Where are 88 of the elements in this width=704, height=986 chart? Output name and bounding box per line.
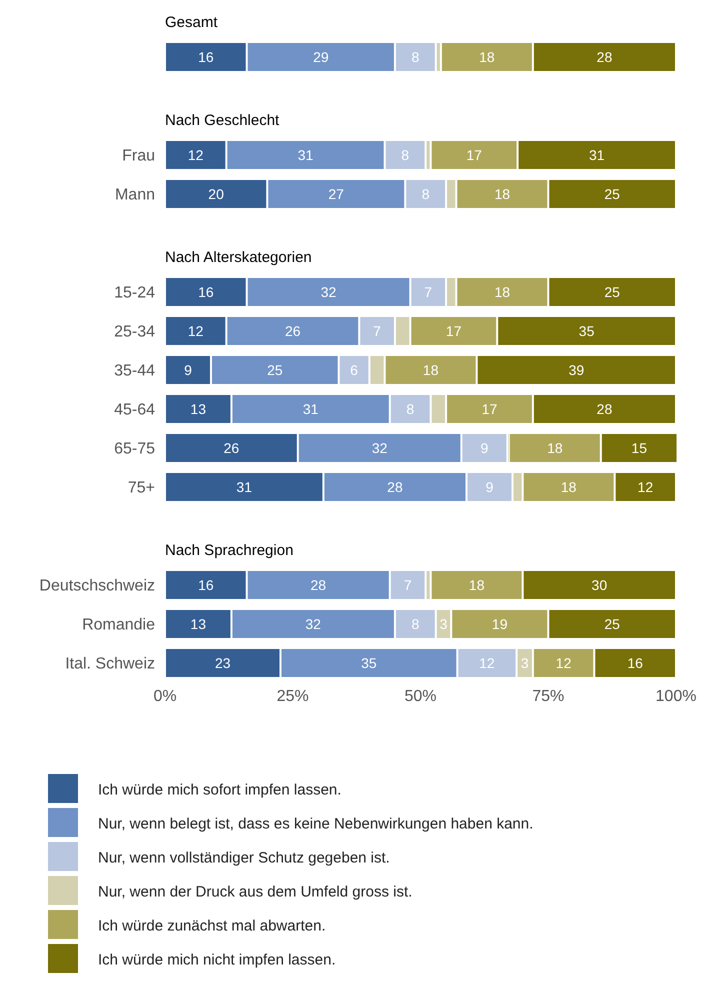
data-label: 25: [267, 362, 283, 378]
data-label: 30: [592, 576, 608, 593]
data-label: 8: [422, 186, 430, 202]
legend-label: Nur, wenn belegt ist, dass es keine Nebenwirkungen haben kann.: [98, 815, 534, 832]
x-tick-label: 50%: [404, 688, 437, 705]
data-label: 9: [486, 478, 494, 495]
y-tick-label: Ital. Schweiz: [65, 656, 155, 673]
data-label: 12: [188, 322, 204, 339]
data-label: 18: [560, 478, 577, 495]
data-label: 16: [198, 284, 214, 300]
y-tick-label: 65-75: [114, 440, 156, 458]
x-tick-label: 25%: [276, 688, 309, 705]
data-label: 20: [208, 186, 224, 202]
data-label: 39: [568, 362, 584, 378]
chart-title: Nach Sprachregion: [165, 542, 294, 559]
data-label: 25: [604, 284, 620, 300]
data-label: 8: [406, 400, 414, 417]
data-label: 28: [596, 400, 612, 417]
data-label: 12: [188, 146, 204, 163]
data-label: 12: [479, 654, 495, 671]
chart-title: Nach Geschlecht: [165, 112, 280, 129]
data-label: 6: [350, 362, 358, 378]
x-tick-label: 0%: [153, 688, 177, 705]
data-label: 7: [404, 576, 412, 593]
data-label: 8: [411, 48, 420, 65]
data-label: 32: [305, 616, 322, 632]
data-label: 28: [387, 478, 403, 495]
data-label: 18: [494, 284, 510, 300]
data-label: 19: [492, 616, 508, 632]
data-label: 31: [236, 478, 252, 495]
data-label: 18: [468, 576, 485, 593]
legend-label: Ich würde zunächst mal abwarten.: [98, 917, 326, 934]
y-tick-label: Frau: [122, 148, 155, 165]
y-tick-label: 35-44: [114, 362, 156, 380]
y-tick-label: Mann: [114, 186, 155, 204]
data-label: 31: [589, 146, 605, 163]
chart-title: Nach Alterskategorien: [165, 249, 312, 266]
x-tick-label: 75%: [532, 688, 564, 705]
data-label: 28: [310, 576, 326, 593]
data-label: 31: [298, 146, 314, 163]
data-label: 9: [480, 440, 488, 456]
data-label: 17: [446, 322, 462, 339]
data-label: 26: [284, 322, 301, 339]
data-label: 18: [422, 362, 439, 378]
data-label: 25: [604, 186, 620, 202]
y-tick-label: 75+: [128, 480, 155, 497]
data-label: 8: [401, 146, 410, 163]
data-label: 3: [520, 654, 529, 671]
data-label: 17: [482, 400, 498, 417]
data-label: 27: [328, 186, 344, 202]
legend-label: Ich würde mich nicht impfen lassen.: [98, 951, 336, 968]
y-tick-label: Deutschschweiz: [39, 578, 155, 595]
data-label: 16: [198, 48, 214, 65]
data-label: 28: [596, 48, 612, 65]
legend-label: Nur, wenn vollständiger Schutz gegeben ist.: [98, 849, 390, 866]
data-label: 25: [604, 616, 620, 632]
data-label: 12: [556, 654, 572, 671]
data-label: 15: [631, 440, 648, 456]
data-label: 13: [190, 616, 206, 632]
y-tick-label: 25-34: [114, 324, 156, 341]
data-label: 8: [411, 616, 420, 632]
y-tick-label: Romandie: [82, 616, 156, 634]
data-label: 9: [184, 362, 192, 378]
data-label: 7: [424, 284, 432, 300]
data-label: 35: [361, 654, 377, 671]
data-label: 16: [198, 576, 214, 593]
data-label: 18: [479, 48, 495, 65]
chart-title: Gesamt: [165, 14, 218, 31]
data-label: 18: [547, 440, 563, 456]
data-label: 32: [320, 284, 337, 300]
legend-label: Nur, wenn der Druck aus dem Umfeld gross ist.: [98, 883, 412, 900]
data-label: 29: [313, 48, 329, 65]
data-label: 35: [578, 322, 595, 339]
data-label: 16: [627, 654, 644, 671]
data-label: 17: [466, 146, 482, 163]
data-label: 3: [440, 616, 448, 632]
y-tick-label: 15-24: [114, 284, 156, 302]
data-label: 26: [224, 440, 240, 456]
data-label: 18: [494, 186, 510, 202]
x-tick-label: 100%: [656, 688, 696, 705]
data-label: 12: [638, 478, 654, 495]
y-tick-label: 45-64: [114, 402, 156, 419]
data-label: 32: [372, 440, 388, 456]
data-label: 31: [302, 400, 319, 417]
legend-label: Ich würde mich sofort impfen lassen.: [98, 781, 342, 798]
data-label: 23: [214, 654, 231, 671]
data-label: 13: [190, 400, 206, 417]
data-label: 7: [373, 322, 382, 339]
